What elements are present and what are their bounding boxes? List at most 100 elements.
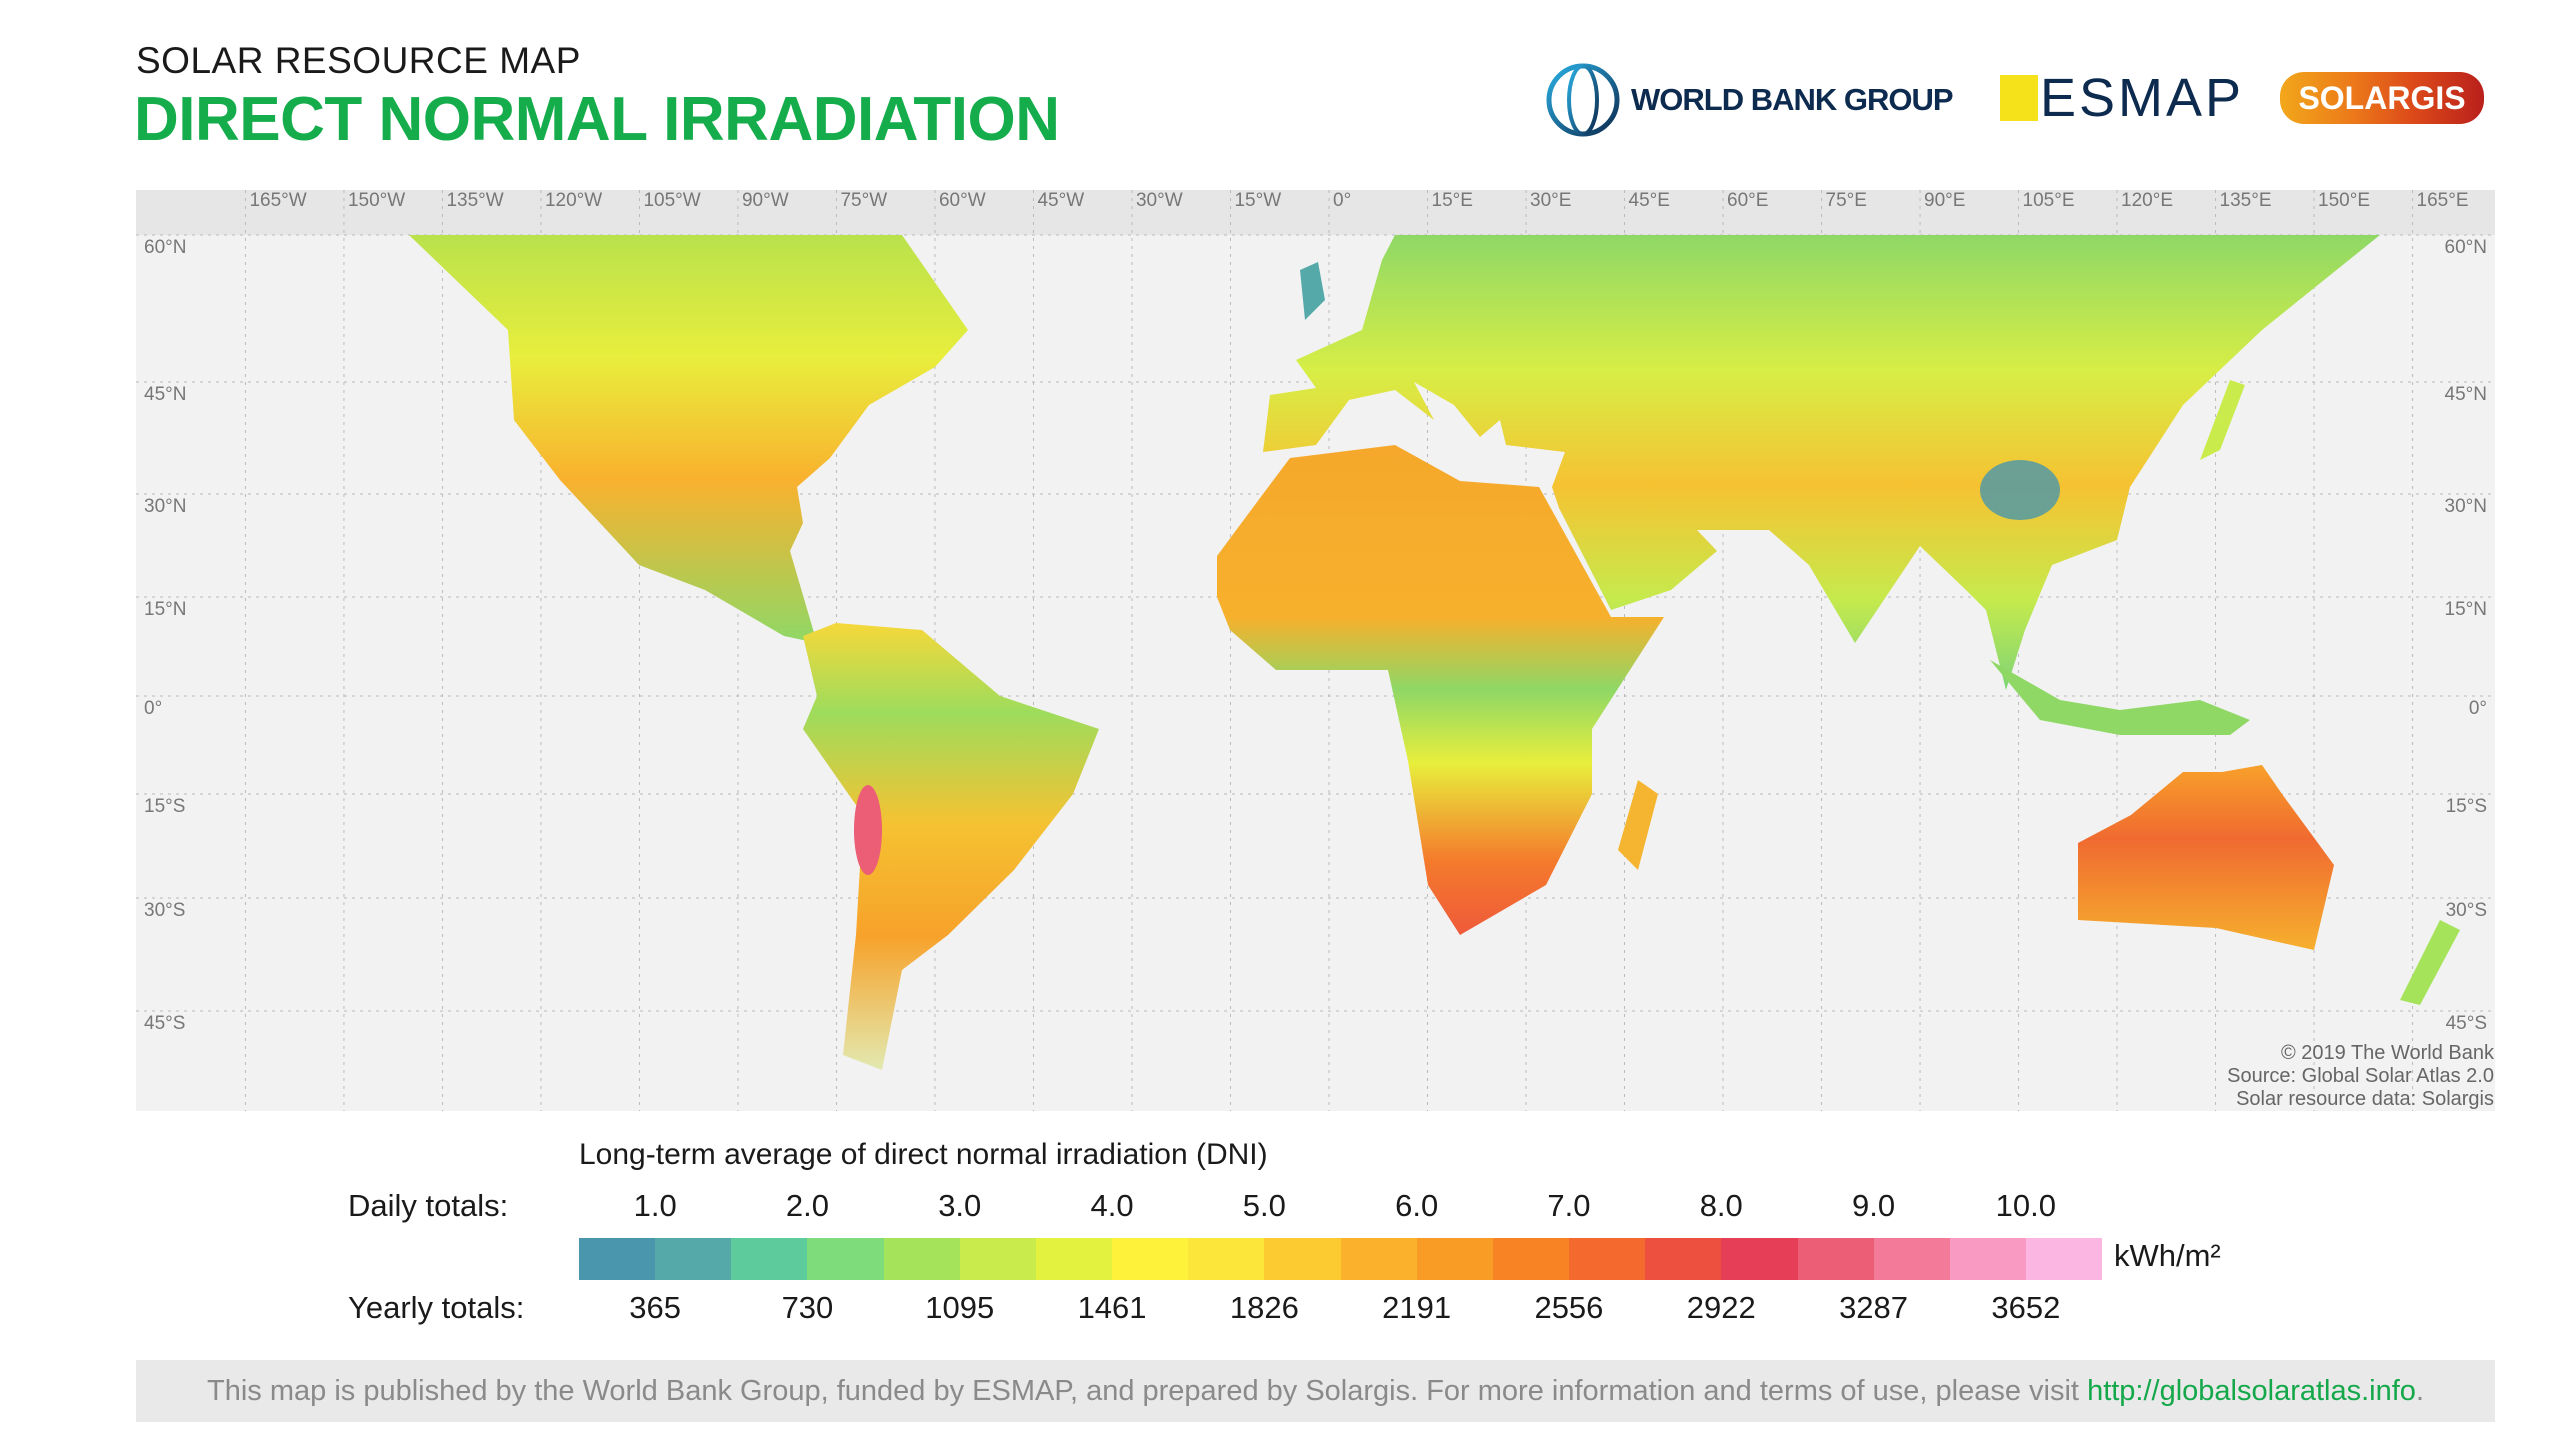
color-swatch bbox=[655, 1238, 732, 1280]
latitude-label-left: 15°N bbox=[144, 599, 187, 620]
color-swatch bbox=[1645, 1238, 1722, 1280]
daily-tick: 3.0 bbox=[938, 1188, 982, 1223]
color-swatch bbox=[1112, 1238, 1189, 1280]
color-swatch bbox=[2025, 1238, 2103, 1280]
map-subtitle: SOLAR RESOURCE MAP bbox=[136, 40, 581, 81]
latitude-label-left: 15°S bbox=[144, 796, 186, 817]
longitude-label: 15°W bbox=[1234, 190, 1282, 211]
color-scale bbox=[579, 1238, 2103, 1280]
latitude-label-right: 45°N bbox=[2444, 384, 2487, 405]
map-graphic bbox=[136, 190, 2495, 1111]
andes-high-dni bbox=[854, 785, 882, 875]
yearly-tick: 1095 bbox=[925, 1290, 995, 1325]
yearly-tick: 2922 bbox=[1686, 1290, 1756, 1325]
new-zealand bbox=[2400, 920, 2460, 1005]
longitude-label: 105°W bbox=[643, 190, 701, 211]
longitude-label: 60°E bbox=[1727, 190, 1769, 211]
latitude-label-left: 30°S bbox=[144, 900, 186, 921]
atlas-link[interactable]: http://globalsolaratlas.info bbox=[2087, 1374, 2416, 1407]
globe-icon bbox=[1546, 63, 1620, 137]
legend-title: Long-term average of direct normal irrad… bbox=[579, 1138, 1268, 1171]
color-swatch bbox=[1492, 1238, 1570, 1280]
longitude-label: 150°W bbox=[347, 190, 406, 211]
yearly-tick: 1826 bbox=[1229, 1290, 1299, 1325]
source: Source: Global Solar Atlas 2.0 bbox=[2227, 1065, 2494, 1087]
map-credits: © 2019 The World Bank Source: Global Sol… bbox=[2227, 1042, 2494, 1111]
longitude-label: 75°E bbox=[1825, 190, 1867, 211]
color-swatch bbox=[883, 1238, 960, 1280]
latitude-label-left: 60°N bbox=[144, 237, 187, 258]
latitude-label-right: 30°S bbox=[2445, 900, 2487, 921]
latitude-label-left: 0° bbox=[144, 698, 163, 719]
north-america bbox=[245, 235, 968, 643]
solargis-logo-text: SOLARGIS bbox=[2298, 79, 2466, 116]
footer: This map is published by the World Bank … bbox=[136, 1360, 2495, 1422]
longitude-label: 150°E bbox=[2318, 190, 2371, 211]
daily-tick: 7.0 bbox=[1547, 1188, 1591, 1223]
color-swatch bbox=[1035, 1238, 1113, 1280]
latitude-label-right: 30°N bbox=[2444, 496, 2487, 517]
yearly-tick: 2191 bbox=[1382, 1290, 1452, 1325]
yearly-tick: 365 bbox=[629, 1290, 682, 1325]
latitude-label-right: 15°N bbox=[2444, 599, 2487, 620]
south-america bbox=[803, 623, 1099, 1070]
yearly-tick: 2556 bbox=[1534, 1290, 1604, 1325]
longitude-label: 75°W bbox=[840, 190, 888, 211]
color-swatch bbox=[1340, 1238, 1417, 1280]
color-swatch bbox=[1873, 1238, 1950, 1280]
madagascar bbox=[1618, 780, 1658, 870]
polar-strip bbox=[136, 190, 2495, 235]
daily-tick: 2.0 bbox=[785, 1188, 829, 1223]
map-title: DIRECT NORMAL IRRADIATION bbox=[134, 85, 1060, 154]
latitude-label-right: 60°N bbox=[2444, 237, 2487, 258]
copyright: © 2019 The World Bank bbox=[2280, 1042, 2494, 1064]
daily-tick: 8.0 bbox=[1699, 1188, 1743, 1223]
longitude-label: 165°E bbox=[2416, 190, 2469, 211]
footer-text: This map is published by the World Bank … bbox=[207, 1374, 2079, 1407]
indonesia bbox=[1990, 660, 2250, 735]
color-swatch bbox=[1721, 1238, 1798, 1280]
color-swatch bbox=[1188, 1238, 1265, 1280]
longitude-label: 15°E bbox=[1431, 190, 1473, 211]
color-swatch bbox=[1264, 1238, 1341, 1280]
japan bbox=[2200, 380, 2245, 460]
longitude-label: 60°W bbox=[938, 190, 986, 211]
longitude-label: 165°W bbox=[249, 190, 307, 211]
data-source: Solar resource data: Solargis bbox=[2236, 1088, 2494, 1110]
daily-totals-label: Daily totals: bbox=[348, 1188, 509, 1223]
latitude-label-right: 45°S bbox=[2445, 1013, 2487, 1034]
australia bbox=[2078, 765, 2334, 950]
daily-tick: 4.0 bbox=[1090, 1188, 1134, 1223]
color-swatch bbox=[1797, 1238, 1874, 1280]
daily-tick: 1.0 bbox=[633, 1188, 677, 1223]
longitude-label: 45°W bbox=[1037, 190, 1085, 211]
esmap-logo-text: ESMAP bbox=[2040, 68, 2245, 128]
china-low-dni bbox=[1980, 460, 2060, 520]
footer-end: . bbox=[2415, 1374, 2424, 1407]
color-swatch bbox=[1416, 1238, 1493, 1280]
longitude-label: 0° bbox=[1333, 190, 1352, 211]
esmap-logo: ESMAP bbox=[2000, 70, 2244, 126]
esmap-sun-icon bbox=[2000, 75, 2038, 121]
daily-tick: 9.0 bbox=[1851, 1188, 1896, 1223]
color-swatch bbox=[1569, 1238, 1646, 1280]
yearly-totals-label: Yearly totals: bbox=[348, 1290, 525, 1325]
yearly-tick: 3287 bbox=[1839, 1290, 1909, 1325]
longitude-label: 135°W bbox=[446, 190, 504, 211]
yearly-tick: 3652 bbox=[1991, 1290, 2061, 1325]
uk bbox=[1300, 262, 1325, 320]
latitude-label-left: 45°S bbox=[144, 1013, 186, 1034]
longitude-label: 105°E bbox=[2022, 190, 2075, 211]
yearly-tick: 730 bbox=[781, 1290, 834, 1325]
world-bank-logo-text: WORLD BANK GROUP bbox=[1631, 82, 1954, 117]
world-map: 165°W 150°W 135°W 120°W 105°W 90°W 75°W 60°W 45°… bbox=[136, 190, 2495, 1111]
longitude-label: 30°W bbox=[1135, 190, 1183, 211]
color-swatch bbox=[959, 1238, 1036, 1280]
yearly-tick: 1461 bbox=[1077, 1290, 1147, 1325]
color-swatch bbox=[731, 1238, 808, 1280]
latitude-label-right: 0° bbox=[2468, 698, 2487, 719]
latitude-label-right: 15°S bbox=[2445, 796, 2487, 817]
latitude-label-left: 30°N bbox=[144, 496, 187, 517]
color-swatch bbox=[1949, 1238, 2026, 1280]
unit-label: kWh/m² bbox=[2114, 1238, 2221, 1273]
